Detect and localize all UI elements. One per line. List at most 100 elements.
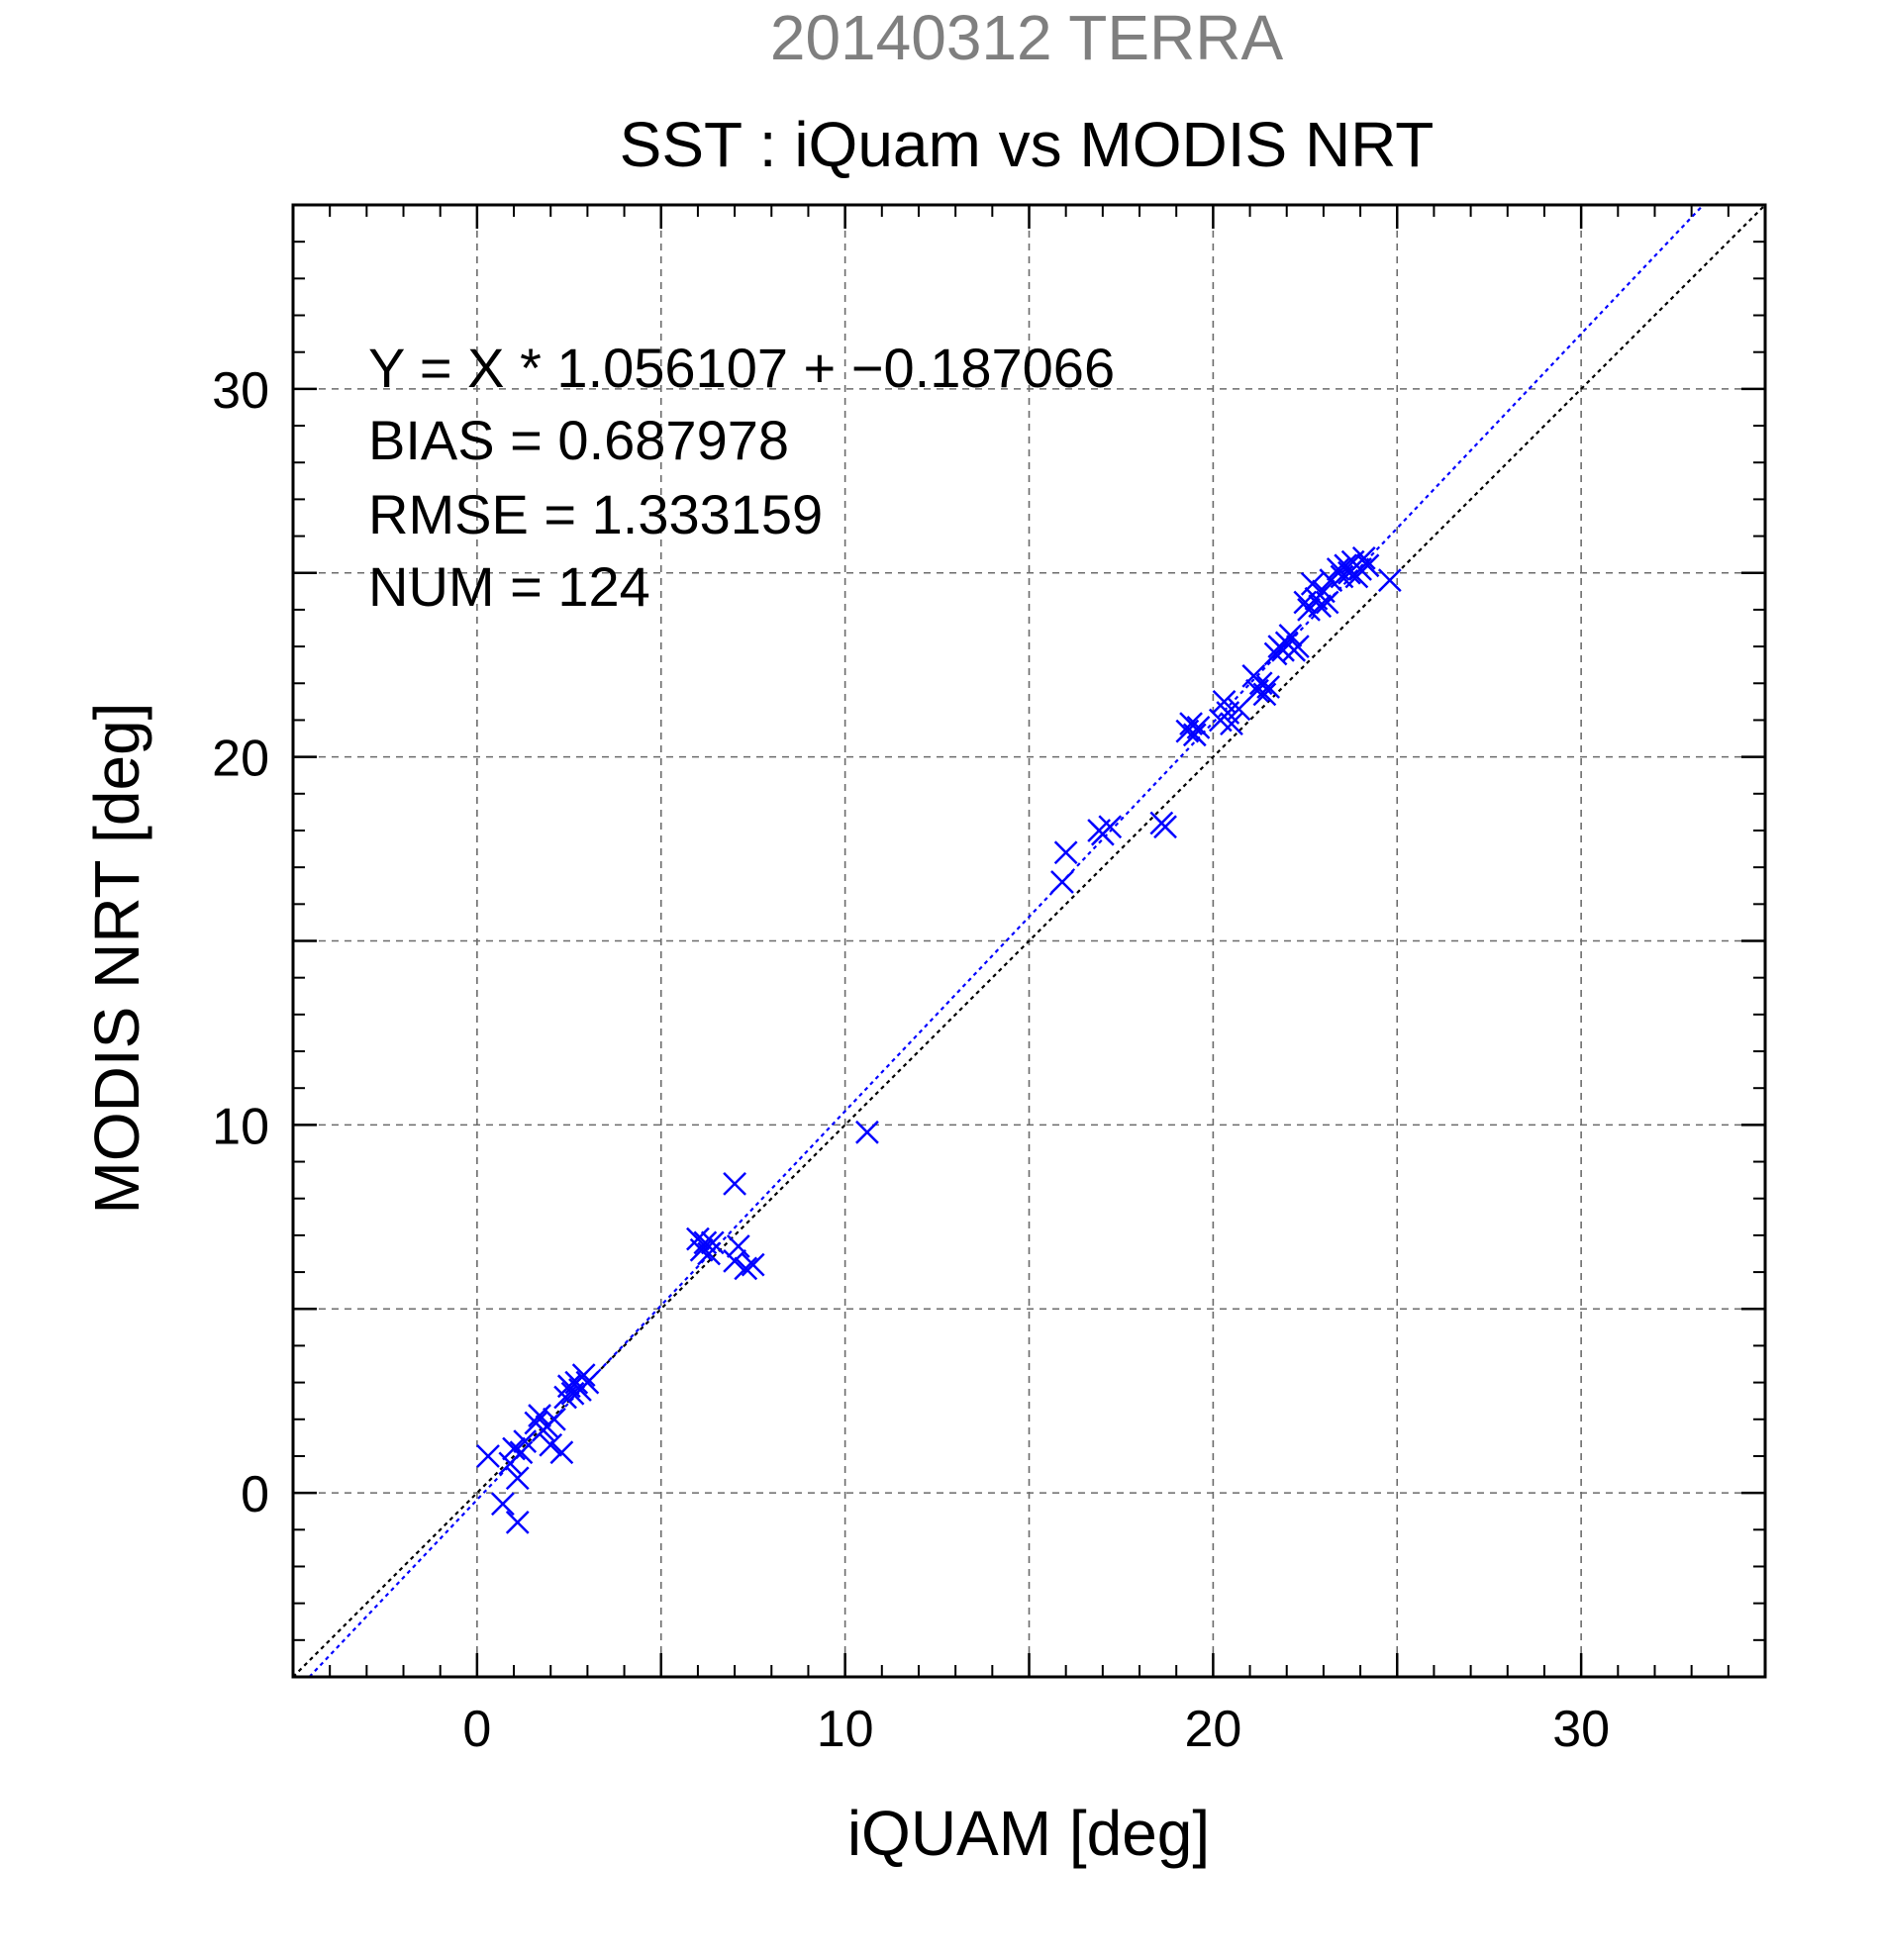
data-point-stroke <box>734 1256 758 1281</box>
data-point <box>505 1466 530 1491</box>
regression-equation: Y = X * 1.056107 + −0.187066 <box>368 337 1115 399</box>
num-value: NUM = 124 <box>368 555 650 618</box>
data-point <box>1186 716 1211 739</box>
data-point <box>502 1436 526 1461</box>
minor-ticks <box>293 205 1765 1677</box>
data-point <box>1308 594 1333 619</box>
data-point <box>741 1252 765 1277</box>
data-point-stroke <box>549 1440 574 1465</box>
rmse-value: RMSE = 1.333159 <box>368 483 823 545</box>
y-axis-label: MODIS NRT [deg] <box>81 703 152 1215</box>
major-ticks <box>293 205 1765 1677</box>
y-tick-label: 20 <box>212 731 269 788</box>
data-point <box>476 1444 500 1468</box>
data-point-stroke <box>1377 568 1402 593</box>
data-point <box>1285 635 1310 658</box>
data-point <box>1182 723 1207 747</box>
data-point <box>855 1120 879 1144</box>
data-point-stroke <box>1212 689 1237 714</box>
x-axis-label: iQUAM [deg] <box>847 1798 1210 1869</box>
data-point <box>491 1492 515 1517</box>
data-point <box>513 1429 538 1453</box>
data-point-stroke <box>556 1374 581 1399</box>
data-point-stroke <box>513 1429 538 1453</box>
x-tick-label: 30 <box>1552 1701 1610 1758</box>
data-point <box>539 1432 563 1457</box>
data-point <box>723 1249 746 1273</box>
data-point <box>1153 815 1177 839</box>
data-point <box>1377 568 1402 593</box>
data-point-stroke <box>505 1466 530 1491</box>
data-point-stroke <box>1285 635 1310 658</box>
data-point-stroke <box>1308 594 1333 619</box>
data-point <box>1220 712 1243 736</box>
data-point-stroke <box>1220 712 1243 736</box>
data-point-stroke <box>1186 716 1211 739</box>
data-point <box>1271 637 1295 662</box>
data-point <box>734 1256 758 1281</box>
data-point-stroke <box>726 1234 750 1258</box>
data-point-stroke <box>1334 553 1358 578</box>
data-point-stroke <box>723 1249 746 1273</box>
data-point-stroke <box>1315 590 1339 615</box>
data-point <box>1278 624 1303 647</box>
data-point-stroke <box>689 1237 714 1262</box>
data-point-stroke <box>1179 712 1203 736</box>
data-point <box>1098 815 1123 839</box>
data-point-stroke <box>1271 637 1295 662</box>
data-point-stroke <box>1098 815 1123 839</box>
data-point-stroke <box>571 1363 596 1388</box>
data-point-stroke <box>1153 815 1177 839</box>
data-point <box>700 1230 725 1255</box>
x-tick-label: 10 <box>817 1701 874 1758</box>
reference-lines <box>292 204 1766 1678</box>
x-tick-labels: 0 10 20 30 <box>462 1701 1610 1758</box>
data-point <box>726 1234 750 1258</box>
data-point-stroke <box>502 1436 526 1461</box>
data-point <box>689 1237 714 1262</box>
data-point-stroke <box>1278 624 1303 647</box>
data-point-stroke <box>1326 557 1350 581</box>
data-point-stroke <box>855 1120 879 1144</box>
data-point-stroke <box>528 1404 551 1427</box>
data-point-stroke <box>693 1230 718 1255</box>
data-point <box>1315 590 1339 615</box>
one-to-one-line <box>292 204 1766 1678</box>
data-point-stroke <box>491 1492 515 1517</box>
data-point-stroke <box>1300 572 1325 596</box>
data-point <box>1053 840 1078 865</box>
data-point-stroke <box>505 1510 530 1534</box>
data-point-stroke <box>723 1171 746 1196</box>
data-point <box>575 1370 600 1395</box>
x-tick-label: 0 <box>462 1701 491 1758</box>
data-point <box>1355 553 1380 578</box>
y-tick-label: 30 <box>212 362 269 420</box>
chart-title: 20140312 TERRA <box>770 2 1284 73</box>
y-tick-label: 0 <box>241 1466 269 1523</box>
data-point-stroke <box>1182 723 1207 747</box>
data-point <box>571 1363 596 1388</box>
data-point-stroke <box>686 1226 710 1251</box>
data-point-stroke <box>1256 675 1281 699</box>
data-point-stroke <box>543 1407 566 1431</box>
stats-annotation: Y = X * 1.056107 + −0.187066 BIAS = 0.68… <box>368 337 1115 618</box>
data-point <box>1256 675 1281 699</box>
data-point-stroke <box>700 1230 725 1255</box>
y-tick-label: 10 <box>212 1098 269 1155</box>
plot-frame <box>291 203 1767 1679</box>
data-point <box>505 1510 530 1534</box>
data-point <box>543 1407 566 1431</box>
x-tick-label: 20 <box>1184 1701 1241 1758</box>
data-point <box>528 1404 551 1427</box>
data-point-stroke <box>476 1444 500 1468</box>
y-tick-labels: 0 10 20 30 <box>212 362 269 1523</box>
data-point <box>1227 697 1251 722</box>
data-point <box>1300 572 1325 596</box>
chart-subtitle: SST : iQuam vs MODIS NRT <box>620 109 1435 180</box>
bias-value: BIAS = 0.687978 <box>368 409 789 471</box>
data-point <box>1050 870 1074 894</box>
data-point-stroke <box>1248 671 1273 696</box>
data-point <box>723 1171 746 1196</box>
data-point-stroke <box>575 1370 600 1395</box>
